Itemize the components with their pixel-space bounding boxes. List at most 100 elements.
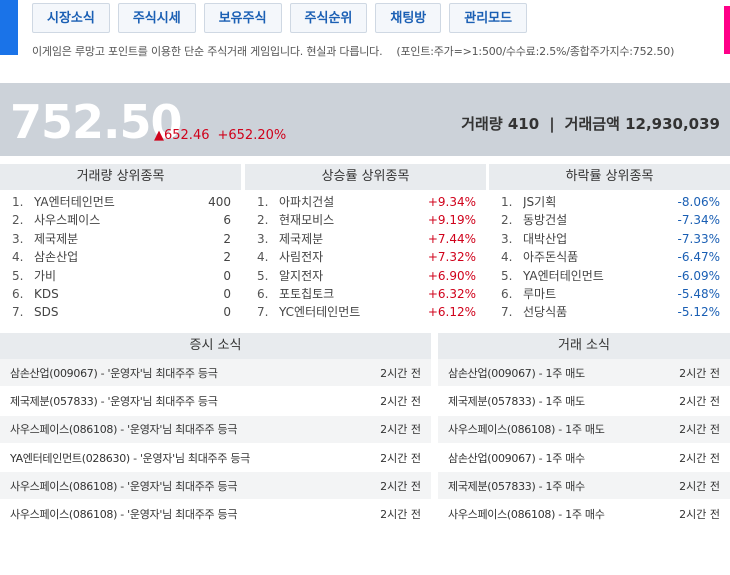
- news-time: 2시간 전: [380, 508, 421, 522]
- rank-number: 7.: [12, 305, 24, 320]
- stock-fall-rate: -7.33%: [677, 231, 720, 246]
- accent-bar-right: [724, 6, 730, 54]
- news-text: 제국제분(057833) - 1주 매수: [448, 479, 585, 493]
- rank-number: 7.: [501, 305, 513, 320]
- nav-chatroom-button[interactable]: 채팅방: [375, 3, 442, 33]
- stock-name: 아주돈식품: [523, 250, 579, 265]
- list-item[interactable]: 2. 동방건설 -7.34%: [489, 211, 730, 229]
- rank-number: 3.: [501, 231, 513, 246]
- stock-name: JS기획: [523, 195, 557, 209]
- rank-number: 1.: [501, 195, 513, 209]
- stock-fall-rate: -6.47%: [677, 250, 720, 265]
- news-text: YA엔터테인먼트(028630) - '운영자'님 최대주주 등극: [10, 451, 250, 465]
- rank-number: 4.: [501, 250, 513, 265]
- list-item[interactable]: 5. 가비 0: [0, 267, 241, 285]
- stock-rise-rate: +7.44%: [427, 231, 476, 246]
- rank-number: 5.: [257, 268, 269, 283]
- stock-volume: 0: [223, 286, 231, 301]
- list-item[interactable]: 6. 루마트 -5.48%: [489, 285, 730, 303]
- nav-admin-button[interactable]: 관리모드: [449, 3, 528, 33]
- stock-rise-rate: +6.32%: [427, 286, 476, 301]
- stock-fall-rate: -5.48%: [677, 286, 720, 301]
- main-nav: 시장소식 주식시세 보유주식 주식순위 채팅방 관리모드: [32, 3, 535, 35]
- stock-name: SDS: [34, 305, 59, 320]
- notice-info: (포인트:주가=>1:500/수수료:2.5%/종합주가지수:752.50): [396, 45, 675, 58]
- list-item[interactable]: 1. 아파치건설 +9.34%: [245, 193, 486, 211]
- news-time: 2시간 전: [679, 508, 720, 522]
- list-item[interactable]: 1. JS기획 -8.06%: [489, 193, 730, 211]
- news-row[interactable]: 제국제분(057833) - 1주 매수 2시간 전: [438, 472, 730, 501]
- rank-number: 1.: [257, 195, 269, 209]
- news-row[interactable]: YA엔터테인먼트(028630) - '운영자'님 최대주주 등극 2시간 전: [0, 444, 431, 473]
- nav-holdings-button[interactable]: 보유주식: [203, 3, 282, 33]
- news-time: 2시간 전: [679, 394, 720, 408]
- news-time: 2시간 전: [679, 423, 720, 437]
- news-text: 사우스페이스(086108) - '운영자'님 최대주주 등극: [10, 479, 238, 493]
- volume-top-list: 1. YA엔터테인먼트 400 2. 사우스페이스 6 3. 제국제분 2 4. 삼손산업 2 …: [0, 190, 241, 322]
- rank-number: 1.: [12, 195, 24, 209]
- nav-market-news-button[interactable]: 시장소식: [32, 3, 110, 33]
- rank-number: 3.: [257, 231, 269, 246]
- news-row[interactable]: 제국제분(057833) - '운영자'님 최대주주 등극 2시간 전: [0, 387, 431, 416]
- list-item[interactable]: 5. YA엔터테인먼트 -6.09%: [489, 267, 730, 285]
- stock-name: 선당식품: [523, 305, 568, 320]
- news-row[interactable]: 사우스페이스(086108) - '운영자'님 최대주주 등극 2시간 전: [0, 415, 431, 444]
- market-news-list: 삼손산업(009067) - '운영자'님 최대주주 등극 2시간 전 제국제분(…: [0, 359, 431, 529]
- stock-name: 포토칩토크: [279, 286, 335, 301]
- news-row[interactable]: 삼손산업(009067) - 1주 매도 2시간 전: [438, 359, 730, 388]
- news-text: 사우스페이스(086108) - '운영자'님 최대주주 등극: [10, 508, 238, 522]
- list-item[interactable]: 2. 사우스페이스 6: [0, 211, 241, 229]
- stock-fall-rate: -5.12%: [677, 305, 720, 320]
- stock-volume: 2: [223, 250, 231, 265]
- list-item[interactable]: 6. 포토칩토크 +6.32%: [245, 285, 486, 303]
- news-text: 사우스페이스(086108) - 1주 매도: [448, 423, 605, 437]
- rank-number: 6.: [501, 286, 513, 301]
- news-row[interactable]: 사우스페이스(086108) - '운영자'님 최대주주 등극 2시간 전: [0, 472, 431, 501]
- news-row[interactable]: 삼손산업(009067) - '운영자'님 최대주주 등극 2시간 전: [0, 359, 431, 388]
- list-item[interactable]: 7. SDS 0: [0, 303, 241, 321]
- news-text: 사우스페이스(086108) - 1주 매수: [448, 508, 605, 522]
- list-item[interactable]: 1. YA엔터테인먼트 400: [0, 193, 241, 211]
- list-item[interactable]: 4. 사림전자 +7.32%: [245, 248, 486, 266]
- market-news-panel: 증시 소식 삼손산업(009067) - '운영자'님 최대주주 등극 2시간 전…: [0, 333, 431, 529]
- news-row[interactable]: 사우스페이스(086108) - 1주 매수 2시간 전: [438, 500, 730, 529]
- news-text: 삼손산업(009067) - 1주 매도: [448, 366, 585, 380]
- index-summary: 752.50 ▲652.46 +652.20% 거래량 410 | 거래금액 12,9…: [0, 83, 730, 156]
- stock-name: 대박산업: [523, 231, 568, 246]
- volume-top-title: 거래량 상위종목: [0, 164, 241, 190]
- stock-volume: 0: [223, 305, 231, 320]
- news-row[interactable]: 삼손산업(009067) - 1주 매수 2시간 전: [438, 444, 730, 473]
- rank-number: 7.: [257, 305, 269, 320]
- rank-number: 5.: [12, 268, 24, 283]
- rank-number: 6.: [12, 286, 24, 301]
- stock-name: YC엔터테인먼트: [279, 305, 361, 320]
- news-row[interactable]: 사우스페이스(086108) - '운영자'님 최대주주 등극 2시간 전: [0, 500, 431, 529]
- list-item[interactable]: 5. 알지전자 +6.90%: [245, 267, 486, 285]
- list-item[interactable]: 7. 선당식품 -5.12%: [489, 303, 730, 321]
- list-item[interactable]: 7. YC엔터테인먼트 +6.12%: [245, 303, 486, 321]
- volume-top-panel: 거래량 상위종목 1. YA엔터테인먼트 400 2. 사우스페이스 6 3. 제국제분 2…: [0, 164, 241, 322]
- news-time: 2시간 전: [679, 479, 720, 493]
- list-item[interactable]: 3. 제국제분 +7.44%: [245, 230, 486, 248]
- news-time: 2시간 전: [380, 479, 421, 493]
- composite-index-value: 752.50: [10, 95, 183, 149]
- news-row[interactable]: 사우스페이스(086108) - 1주 매도 2시간 전: [438, 415, 730, 444]
- stock-name: 가비: [34, 268, 57, 283]
- list-item[interactable]: 3. 대박산업 -7.33%: [489, 230, 730, 248]
- rank-number: 6.: [257, 286, 269, 301]
- nav-ranking-button[interactable]: 주식순위: [289, 3, 368, 33]
- list-item[interactable]: 2. 현재모비스 +9.19%: [245, 211, 486, 229]
- news-row[interactable]: 제국제분(057833) - 1주 매도 2시간 전: [438, 387, 730, 416]
- fall-top-title: 하락률 상위종목: [489, 164, 730, 190]
- list-item[interactable]: 3. 제국제분 2: [0, 230, 241, 248]
- news-time: 2시간 전: [679, 366, 720, 380]
- stock-fall-rate: -6.09%: [677, 268, 720, 283]
- list-item[interactable]: 4. 아주돈식품 -6.47%: [489, 248, 730, 266]
- news-time: 2시간 전: [380, 394, 421, 408]
- index-change-points: ▲652.46: [154, 128, 210, 143]
- stock-rise-rate: +9.34%: [427, 195, 476, 209]
- stock-name: 루마트: [523, 286, 557, 301]
- list-item[interactable]: 4. 삼손산업 2: [0, 248, 241, 266]
- nav-stock-prices-button[interactable]: 주식시세: [117, 3, 196, 33]
- list-item[interactable]: 6. KDS 0: [0, 285, 241, 303]
